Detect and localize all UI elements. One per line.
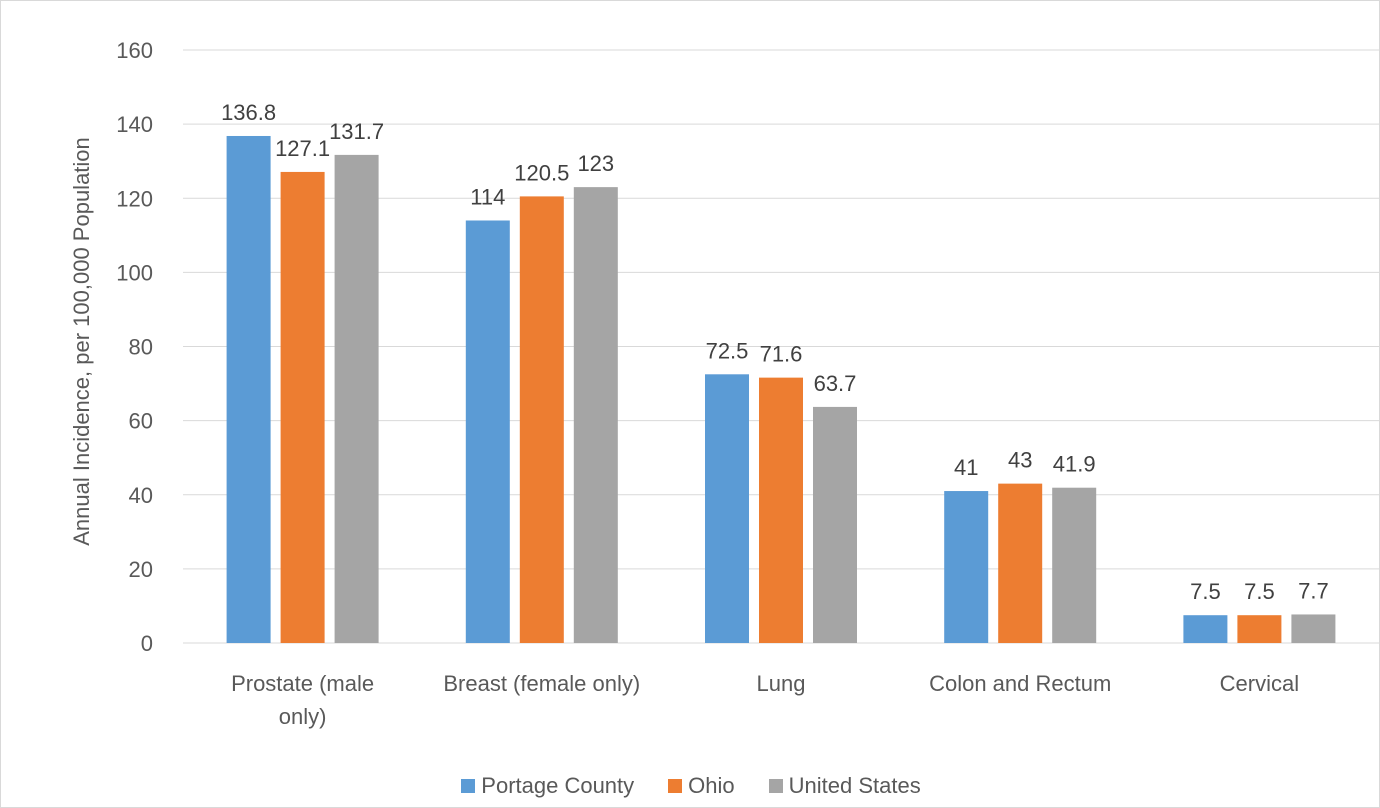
bar-portage-county — [944, 491, 989, 643]
data-label: 114 — [470, 184, 505, 209]
data-label: 127.1 — [275, 136, 330, 161]
legend-label: United States — [788, 773, 921, 798]
bar-portage-county — [226, 135, 271, 644]
data-label: 7.5 — [1190, 579, 1221, 604]
bar-united-states — [1052, 487, 1097, 643]
bar-ohio — [1237, 615, 1282, 643]
data-label: 120.5 — [514, 160, 569, 185]
y-tick-label: 160 — [116, 38, 153, 63]
y-tick-label: 100 — [116, 260, 153, 285]
category-label: Prostate (male — [231, 671, 374, 696]
legend-swatch — [461, 779, 476, 793]
legend-item: United States — [768, 773, 921, 799]
legend-label: Ohio — [688, 773, 735, 798]
data-label: 7.7 — [1298, 578, 1329, 603]
legend-swatch — [668, 779, 683, 793]
data-label: 123 — [577, 151, 614, 176]
y-tick-label: 120 — [116, 186, 153, 211]
data-label: 41 — [954, 455, 978, 480]
data-label: 136.8 — [221, 100, 276, 125]
category-label: only) — [279, 704, 327, 729]
bar-ohio — [519, 196, 564, 643]
y-tick-label: 60 — [129, 409, 153, 434]
bar-portage-county — [465, 220, 510, 644]
data-label: 7.5 — [1244, 579, 1275, 604]
y-tick-label: 80 — [129, 335, 153, 360]
bar-ohio — [759, 377, 803, 643]
bar-united-states — [1291, 614, 1336, 643]
data-label: 43 — [1008, 448, 1032, 473]
bar-ohio — [280, 171, 325, 644]
bar-united-states — [573, 187, 618, 643]
data-label: 72.5 — [706, 338, 749, 363]
legend-label: Portage County — [481, 773, 635, 798]
y-tick-label: 0 — [141, 631, 153, 656]
data-label: 71.6 — [760, 342, 803, 367]
y-axis-label: Annual Incidence, per 100,000 Population — [69, 137, 94, 546]
category-label: Colon and Rectum — [929, 671, 1111, 696]
bar-united-states — [334, 154, 379, 643]
data-label: 131.7 — [329, 119, 384, 144]
bar-portage-county — [705, 374, 749, 643]
bar-united-states — [813, 406, 857, 643]
y-tick-label: 20 — [129, 557, 153, 582]
legend-swatch — [768, 779, 783, 793]
bar-portage-county — [1183, 615, 1228, 643]
legend-item: Portage County — [461, 773, 634, 799]
category-label: Cervical — [1220, 671, 1299, 696]
category-label: Breast (female only) — [443, 671, 640, 696]
data-label: 63.7 — [814, 371, 857, 396]
legend-item: Ohio — [668, 773, 735, 799]
category-label: Lung — [757, 671, 806, 696]
data-label: 41.9 — [1053, 452, 1096, 477]
y-tick-label: 40 — [129, 483, 153, 508]
legend: Portage County Ohio United States — [1, 773, 1380, 799]
bar-chart: 0 20 40 60 80 100 120 140 160 Annual Incidence, p… — [69, 38, 1379, 729]
bar-ohio — [998, 483, 1043, 643]
y-tick-label: 140 — [116, 112, 153, 137]
